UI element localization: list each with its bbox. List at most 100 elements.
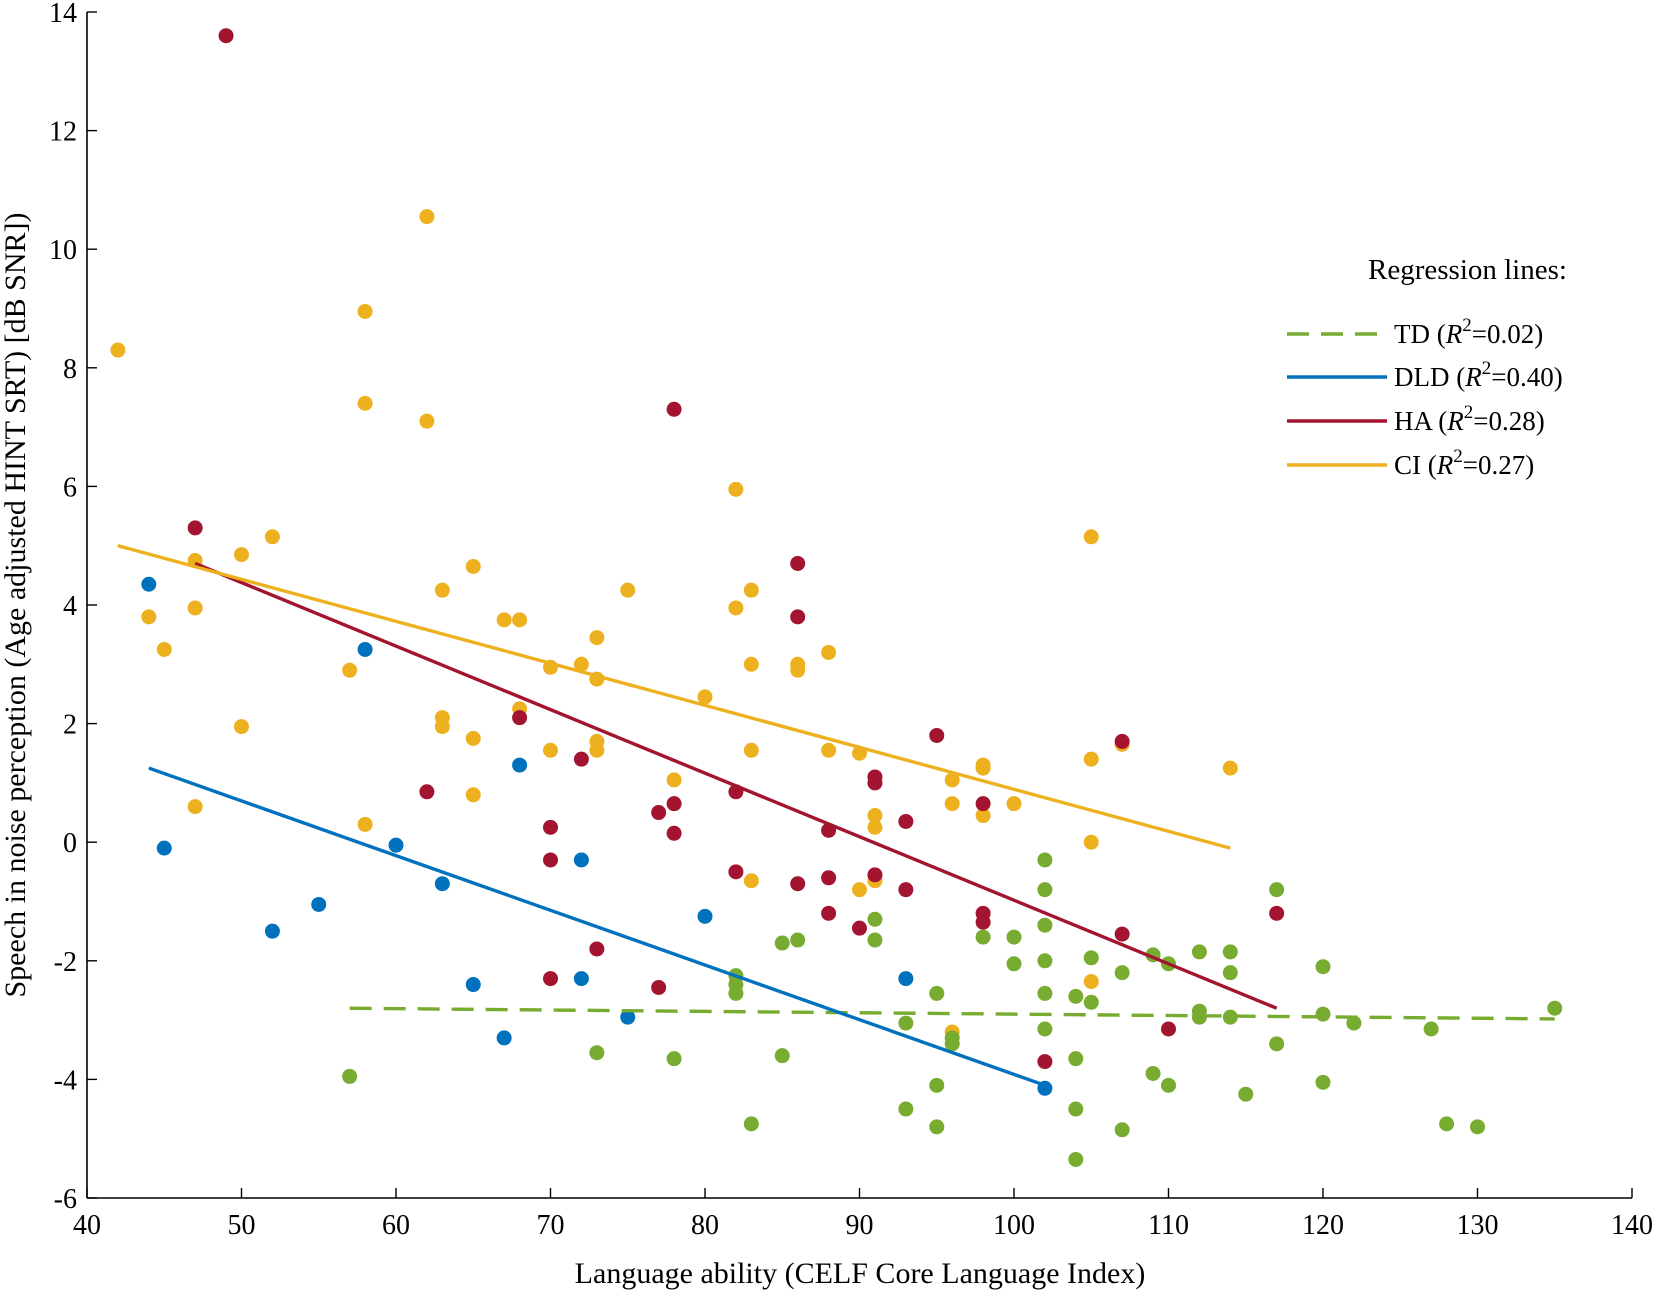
data-point-dld	[697, 908, 713, 924]
data-point-ci	[234, 547, 249, 563]
data-point-ha	[975, 914, 991, 930]
data-point-td	[1222, 1009, 1238, 1025]
data-point-ci	[357, 395, 373, 411]
data-point-ci	[852, 882, 867, 898]
legend-label-td: TD (R2=0.02)	[1394, 315, 1543, 349]
data-point-ci	[465, 558, 481, 574]
x-tick-label: 60	[382, 1210, 410, 1241]
data-point-ha	[728, 864, 744, 880]
data-point-td	[1222, 965, 1238, 981]
data-point-td	[774, 1048, 790, 1064]
legend-r2-value: =0.40)	[1491, 362, 1562, 392]
data-point-ha	[867, 867, 883, 883]
data-point-ci	[465, 787, 481, 803]
legend-r-symbol: R	[1464, 362, 1482, 392]
x-tick-label: 50	[228, 1210, 256, 1241]
data-point-ci	[419, 209, 435, 225]
data-point-td	[1346, 1015, 1362, 1031]
data-point-ci	[1083, 751, 1099, 767]
data-point-td	[898, 1101, 914, 1117]
data-point-ci	[434, 719, 450, 735]
data-point-ci	[666, 772, 682, 788]
y-axis-title: Speech in noise perception (Age adjusted…	[0, 213, 32, 998]
data-point-ha	[867, 775, 883, 791]
data-point-td	[1114, 1122, 1130, 1138]
data-point-dld	[141, 576, 157, 592]
data-point-td	[1315, 1006, 1331, 1022]
data-point-ci	[357, 816, 373, 832]
data-point-dld	[357, 641, 373, 657]
legend-r-symbol: R	[1436, 450, 1454, 480]
data-point-ci	[1083, 974, 1099, 990]
y-tick-label: -2	[54, 947, 77, 978]
x-tick-label: 70	[537, 1210, 565, 1241]
legend-title: Regression lines:	[1368, 254, 1567, 286]
data-point-td	[1191, 1009, 1207, 1025]
data-point-dld	[264, 923, 280, 939]
data-point-ha	[929, 727, 945, 743]
data-point-ci	[342, 662, 358, 678]
data-point-ha	[419, 784, 435, 800]
data-point-td	[1068, 988, 1084, 1004]
data-point-ci	[821, 742, 837, 758]
legend-r-symbol: R	[1445, 319, 1463, 349]
series-ha	[187, 28, 1285, 1070]
data-point-dld	[620, 1009, 636, 1025]
data-point-ha	[1114, 733, 1130, 749]
legend-r-symbol: R	[1446, 406, 1464, 436]
regression-line-ci	[117, 544, 1231, 850]
x-tick-label: 100	[993, 1210, 1035, 1241]
data-point-td	[1083, 994, 1099, 1010]
data-point-ci	[743, 742, 759, 758]
data-point-dld	[512, 757, 528, 773]
legend-r-superscript: 2	[1453, 446, 1463, 467]
data-point-td	[929, 1119, 945, 1135]
legend-label-prefix: DLD (	[1394, 362, 1465, 392]
data-point-ci	[110, 342, 126, 358]
data-point-td	[929, 985, 945, 1001]
data-point-ha	[543, 971, 558, 987]
data-point-ci	[1083, 529, 1099, 545]
data-point-ha	[852, 920, 867, 936]
data-point-ci	[589, 630, 605, 646]
data-point-ha	[1161, 1021, 1176, 1037]
data-point-td	[1037, 1021, 1053, 1037]
data-point-ha	[666, 796, 682, 812]
data-point-td	[1037, 852, 1053, 868]
data-point-ci	[419, 413, 435, 429]
data-point-ha	[790, 876, 806, 892]
data-point-td	[743, 1116, 759, 1132]
x-tick-label: 110	[1148, 1210, 1189, 1241]
legend-r-superscript: 2	[1464, 402, 1474, 423]
data-point-td	[898, 1015, 914, 1031]
data-point-ci	[728, 600, 744, 616]
data-point-td	[1145, 1065, 1161, 1081]
data-point-ha	[589, 941, 605, 957]
series-ci	[110, 209, 1238, 1040]
data-point-td	[929, 1077, 945, 1093]
data-point-td	[1006, 956, 1022, 972]
data-point-td	[1083, 950, 1099, 966]
data-point-td	[1470, 1119, 1485, 1135]
x-tick-label: 80	[691, 1210, 719, 1241]
data-point-ci	[141, 609, 157, 625]
data-point-ci	[1222, 760, 1238, 776]
data-point-td	[1006, 929, 1022, 945]
data-point-ci	[512, 612, 528, 628]
data-point-td	[944, 1036, 960, 1052]
regression-lines	[117, 544, 1555, 1087]
legend-r2-value: =0.02)	[1472, 319, 1543, 349]
y-tick-label: 10	[49, 235, 77, 266]
data-point-td	[774, 935, 790, 951]
data-point-dld	[496, 1030, 512, 1046]
data-point-ci	[465, 730, 481, 746]
data-point-ha	[187, 520, 203, 536]
data-points	[110, 28, 1563, 1167]
legend-label-ha: HA (R2=0.28)	[1394, 402, 1545, 436]
data-point-td	[1269, 1036, 1285, 1052]
data-point-td	[1238, 1086, 1254, 1102]
data-point-ha	[898, 813, 914, 829]
y-tick-label: 12	[49, 117, 77, 148]
data-point-ci	[975, 808, 991, 824]
